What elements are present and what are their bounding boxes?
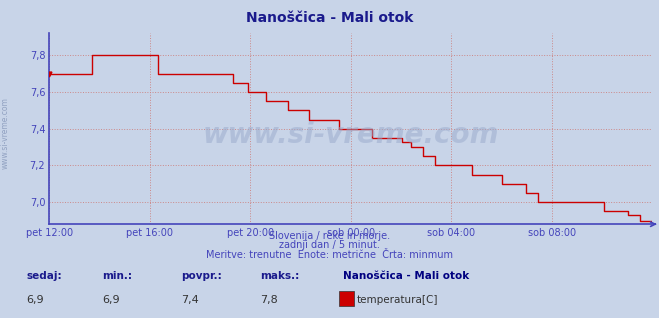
Text: Nanoščica - Mali otok: Nanoščica - Mali otok: [343, 272, 469, 281]
Text: Meritve: trenutne  Enote: metrične  Črta: minmum: Meritve: trenutne Enote: metrične Črta: …: [206, 250, 453, 259]
Text: www.si-vreme.com: www.si-vreme.com: [203, 121, 499, 149]
Text: sedaj:: sedaj:: [26, 272, 62, 281]
Text: Nanoščica - Mali otok: Nanoščica - Mali otok: [246, 11, 413, 25]
Text: Slovenija / reke in morje.: Slovenija / reke in morje.: [269, 231, 390, 240]
Text: 6,9: 6,9: [26, 295, 44, 305]
Text: temperatura[C]: temperatura[C]: [357, 295, 439, 305]
Text: 7,4: 7,4: [181, 295, 199, 305]
Text: maks.:: maks.:: [260, 272, 300, 281]
Text: povpr.:: povpr.:: [181, 272, 222, 281]
Text: www.si-vreme.com: www.si-vreme.com: [1, 98, 10, 169]
Text: min.:: min.:: [102, 272, 132, 281]
Text: 7,8: 7,8: [260, 295, 278, 305]
Text: 6,9: 6,9: [102, 295, 120, 305]
Text: zadnji dan / 5 minut.: zadnji dan / 5 minut.: [279, 240, 380, 250]
